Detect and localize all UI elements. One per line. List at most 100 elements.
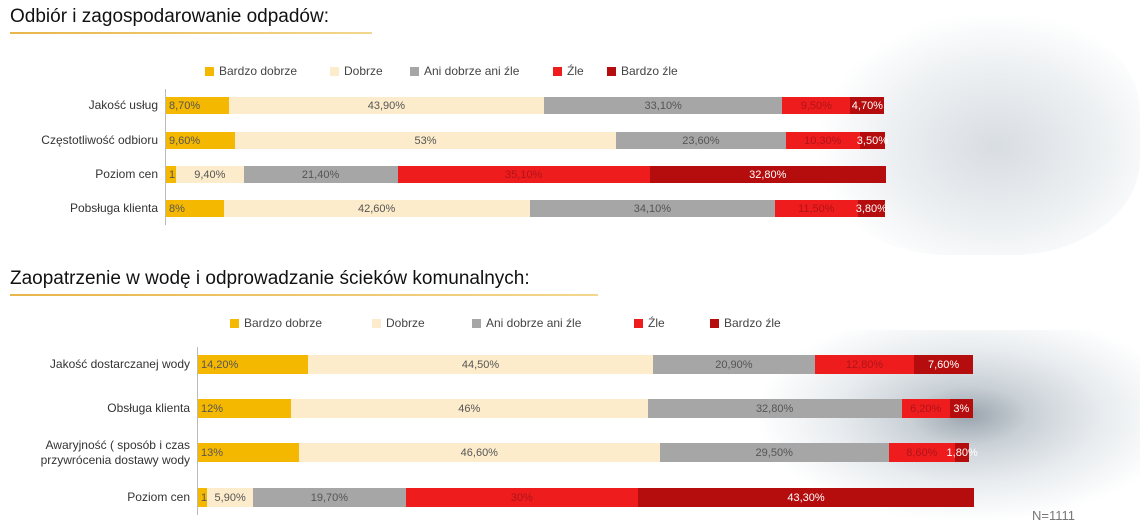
bar-segment bbox=[638, 488, 974, 507]
category-label: Poziom cen bbox=[127, 490, 190, 504]
bar-segment bbox=[397, 166, 650, 183]
bar-segment bbox=[949, 399, 973, 418]
data-label: 8,70% bbox=[169, 99, 201, 112]
bar-segment bbox=[649, 166, 886, 183]
bar-segment bbox=[785, 132, 860, 149]
category-label: Jakość usług bbox=[88, 98, 158, 112]
data-label: 3,50% bbox=[856, 134, 889, 147]
legend-item: Źle bbox=[634, 316, 665, 330]
legend-swatch bbox=[372, 318, 381, 328]
category-label: Jakość dostarczanej wody bbox=[49, 357, 190, 371]
legend-swatch bbox=[634, 318, 643, 328]
data-label: 1,80% bbox=[946, 446, 978, 459]
category-label: Awaryjność ( sposób i czas przywrócenia … bbox=[40, 437, 190, 467]
data-label: 4,70% bbox=[851, 99, 883, 112]
legend-item: Dobrze bbox=[330, 64, 383, 78]
data-label: 7,60% bbox=[927, 358, 960, 371]
legend-swatch bbox=[553, 66, 562, 76]
bar-segment bbox=[207, 488, 254, 507]
axis-line bbox=[165, 89, 166, 225]
bar-segment bbox=[198, 443, 299, 462]
legend-swatch bbox=[230, 318, 239, 328]
legend-item: Źle bbox=[553, 64, 584, 78]
category-label: Pobsługa klienta bbox=[69, 201, 158, 215]
bar-segment bbox=[291, 399, 648, 418]
category-label: Poziom cen bbox=[95, 167, 158, 181]
bar-segment bbox=[405, 488, 639, 507]
legend-item: Dobrze bbox=[372, 316, 425, 330]
bar-segment bbox=[253, 488, 406, 507]
data-label: 42,60% bbox=[358, 202, 396, 215]
data-label: 44,50% bbox=[461, 358, 500, 371]
bar-segment bbox=[659, 443, 889, 462]
bar-segment bbox=[166, 97, 229, 114]
data-label: 9,50% bbox=[800, 99, 832, 112]
legend-label: Dobrze bbox=[344, 64, 383, 78]
data-label: 13% bbox=[201, 446, 224, 459]
legend-swatch bbox=[472, 318, 481, 328]
data-label: 12,80% bbox=[845, 358, 884, 371]
legend-label: Ani dobrze ani źle bbox=[486, 316, 582, 330]
data-label: 12% bbox=[201, 402, 224, 415]
legend-item: Bardzo dobrze bbox=[230, 316, 322, 330]
data-label: 46% bbox=[458, 402, 481, 415]
bar-segment bbox=[955, 443, 970, 462]
bar-segment bbox=[198, 399, 291, 418]
legend-swatch bbox=[410, 66, 419, 76]
data-label: 23,60% bbox=[682, 134, 720, 147]
data-label: 33,10% bbox=[644, 99, 682, 112]
bar-segment bbox=[223, 200, 530, 217]
bar-segment bbox=[228, 97, 545, 114]
data-label: 3% bbox=[953, 402, 970, 415]
category-label: Obsługa klienta bbox=[107, 401, 190, 415]
data-label: 20,90% bbox=[715, 358, 753, 371]
bar-segment bbox=[888, 443, 956, 462]
data-label: 35,10% bbox=[505, 168, 543, 181]
legend-swatch bbox=[330, 66, 339, 76]
legend-label: Bardzo źle bbox=[724, 316, 781, 330]
bar-segment bbox=[544, 97, 783, 114]
bar-segment bbox=[529, 200, 775, 217]
axis-line bbox=[197, 347, 198, 515]
data-label: 9,60% bbox=[169, 134, 201, 147]
data-label: 9,40% bbox=[194, 168, 226, 181]
data-label: 32,80% bbox=[749, 168, 787, 181]
bar-segment bbox=[859, 132, 885, 149]
legend-item: Ani dobrze ani źle bbox=[410, 64, 519, 78]
legend-item: Ani dobrze ani źle bbox=[472, 316, 581, 330]
legend-label: Źle bbox=[567, 64, 584, 78]
data-label: 5,90% bbox=[214, 491, 246, 504]
data-label: 53% bbox=[414, 134, 437, 147]
legend-item: Bardzo źle bbox=[710, 316, 781, 330]
data-label: 32,80% bbox=[755, 402, 794, 415]
legend-label: Bardzo źle bbox=[621, 64, 678, 78]
data-label: 30% bbox=[510, 491, 533, 504]
title-underline bbox=[10, 294, 598, 296]
legend-label: Bardzo dobrze bbox=[244, 316, 323, 330]
bar-segment bbox=[652, 355, 815, 374]
legend-swatch bbox=[710, 318, 719, 328]
data-label: 43,90% bbox=[367, 99, 406, 112]
bar-segment bbox=[774, 200, 858, 217]
legend-label: Dobrze bbox=[386, 316, 425, 330]
data-label: 34,10% bbox=[633, 202, 672, 215]
bar-segment bbox=[298, 443, 660, 462]
chart-title: Zaopatrzenie w wodę i odprowadzanie ście… bbox=[10, 268, 530, 289]
data-label: 14,20% bbox=[201, 358, 239, 371]
bar-segment bbox=[901, 399, 950, 418]
legend-swatch bbox=[607, 66, 616, 76]
legend-label: Źle bbox=[648, 316, 665, 330]
data-label: 21,40% bbox=[301, 168, 340, 181]
bar-segment bbox=[616, 132, 786, 149]
data-label: 43,30% bbox=[787, 491, 825, 504]
data-label: 19,70% bbox=[310, 491, 349, 504]
legend-swatch bbox=[205, 66, 214, 76]
bar-segment bbox=[857, 200, 885, 217]
data-label: 11,50% bbox=[798, 202, 835, 215]
bar-segment bbox=[243, 166, 398, 183]
bar-segment bbox=[166, 166, 177, 183]
legend-item: Bardzo źle bbox=[607, 64, 678, 78]
bar-segment bbox=[198, 488, 208, 507]
bar-segment bbox=[850, 97, 885, 114]
